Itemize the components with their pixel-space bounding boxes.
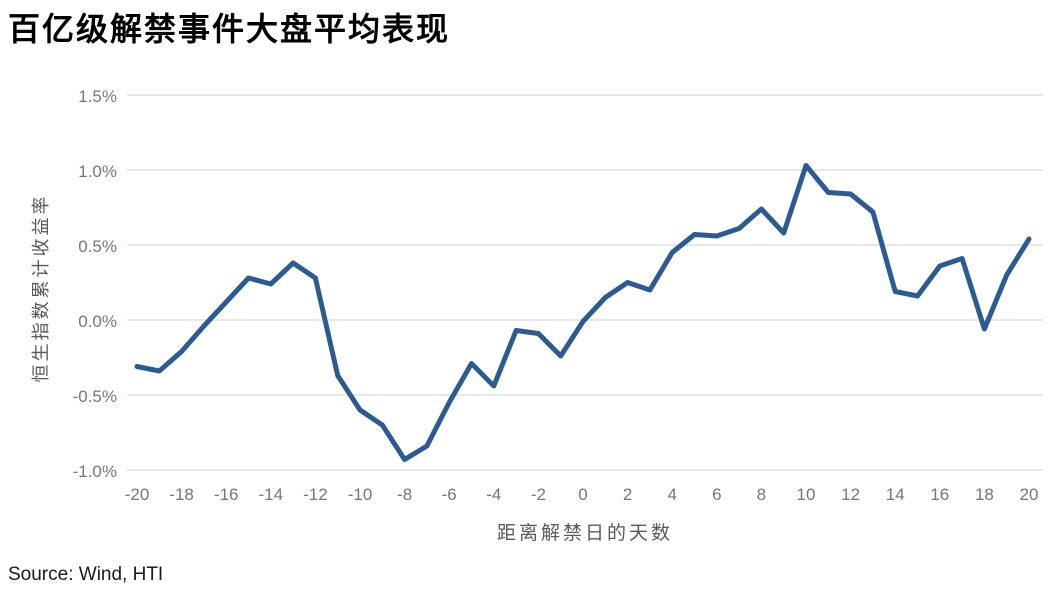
y-tick-label: -0.5%	[73, 387, 117, 406]
x-tick-label: 10	[797, 485, 816, 504]
x-tick-label: 20	[1020, 485, 1039, 504]
x-tick-label: -20	[125, 485, 150, 504]
x-tick-label: 14	[886, 485, 905, 504]
x-tick-label: -14	[259, 485, 284, 504]
source-note: Source: Wind, HTI	[8, 564, 164, 585]
x-tick-label: -2	[531, 485, 546, 504]
y-axis-title: 恒生指数累计收益率	[31, 193, 52, 383]
y-tick-label: 0.0%	[78, 312, 117, 331]
x-tick-label: -10	[348, 485, 373, 504]
x-tick-label: -16	[214, 485, 239, 504]
y-tick-label: 1.0%	[78, 162, 117, 181]
x-tick-label: -12	[303, 485, 328, 504]
x-tick-label: -18	[169, 485, 194, 504]
x-tick-label: 8	[757, 485, 766, 504]
x-tick-label: -8	[397, 485, 412, 504]
x-tick-label: 18	[975, 485, 994, 504]
chart-title: 百亿级解禁事件大盘平均表现	[8, 10, 451, 48]
x-axis-title: 距离解禁日的天数	[496, 522, 674, 544]
y-tick-label: -1.0%	[73, 462, 117, 481]
x-tick-label: 12	[841, 485, 860, 504]
x-tick-label: 6	[712, 485, 721, 504]
x-tick-label: 2	[623, 485, 632, 504]
y-tick-label: 0.5%	[78, 237, 117, 256]
x-tick-label: -4	[486, 485, 501, 504]
x-tick-label: 4	[667, 485, 676, 504]
x-tick-label: -6	[442, 485, 457, 504]
x-tick-label: 0	[578, 485, 587, 504]
x-tick-label: 16	[930, 485, 949, 504]
y-tick-label: 1.5%	[78, 87, 117, 106]
series-line	[134, 163, 1032, 462]
